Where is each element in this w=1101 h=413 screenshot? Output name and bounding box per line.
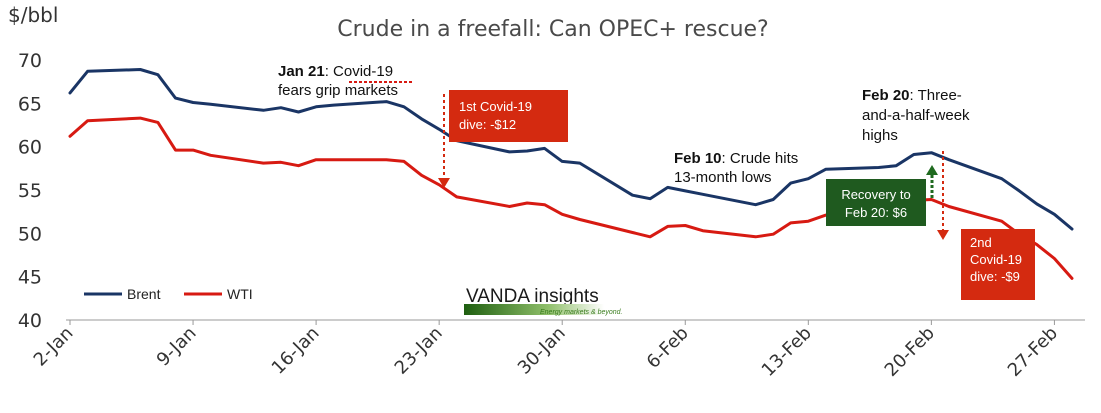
legend-label-brent: Brent	[127, 286, 161, 302]
x-tick-label: 6-Feb	[643, 323, 693, 373]
dive2-line2: Covid-19	[970, 252, 1022, 267]
chart-title: Crude in a freefall: Can OPEC+ rescue?	[337, 17, 768, 42]
annotation-jan21-line2: fears grip markets	[278, 82, 398, 99]
annotation-jan21-text: : Covid-19	[325, 63, 393, 80]
recovery-box	[826, 179, 926, 226]
y-tick-label: 60	[18, 137, 42, 159]
annotation-feb10-date: Feb 10	[674, 150, 722, 167]
x-tick-label: 20-Feb	[881, 323, 939, 381]
dive1-line2: dive: -$12	[459, 117, 516, 132]
logo-tagline: Energy markets & beyond.	[540, 309, 623, 316]
y-tick-label: 70	[18, 50, 42, 72]
x-tick-label: 16-Jan	[268, 323, 324, 379]
y-axis-ticks: 40 45 50 55 60 65 70	[18, 50, 42, 332]
logo-swoosh	[464, 304, 604, 315]
dive2-callout: 2nd Covid-19 dive: -$9	[937, 151, 1035, 300]
vanda-logo: VANDA insights Energy markets & beyond.	[464, 286, 623, 316]
recovery-arrowhead	[926, 165, 938, 175]
x-tick-label: 30-Jan	[514, 323, 570, 379]
x-tick-label: 23-Jan	[391, 323, 447, 379]
annotation-feb20-date: Feb 20	[862, 87, 910, 104]
legend-label-wti: WTI	[227, 286, 253, 302]
y-tick-label: 55	[18, 180, 42, 202]
x-tick-label: 9-Jan	[153, 323, 201, 371]
logo-wordmark: VANDA insights	[466, 286, 599, 307]
x-tick-label: 13-Feb	[758, 323, 816, 381]
annotation-jan21-line1: Jan 21: Covid-19	[278, 63, 393, 80]
y-tick-label: 65	[18, 93, 42, 115]
annotation-feb20-text: : Three-	[910, 87, 962, 104]
x-tick-label: 27-Feb	[1004, 323, 1062, 381]
dive1-callout: 1st Covid-19 dive: -$12	[438, 90, 568, 188]
dive2-arrowhead	[937, 230, 949, 240]
annotation-jan21-date: Jan 21	[278, 63, 325, 80]
annotation-feb20-line3: highs	[862, 127, 898, 144]
annotation-jan21: Jan 21: Covid-19 fears grip markets	[278, 63, 413, 99]
annotation-feb20-line1: Feb 20: Three-	[862, 87, 962, 104]
recovery-callout: Recovery to Feb 20: $6	[826, 165, 938, 226]
annotation-feb10: Feb 10: Crude hits 13-month lows	[674, 150, 798, 186]
y-tick-label: 45	[18, 267, 42, 289]
legend: Brent WTI	[84, 286, 253, 302]
y-tick-label: 40	[18, 310, 42, 332]
dive1-arrowhead	[438, 178, 450, 188]
y-axis-unit: $/bbl	[8, 3, 58, 27]
dive1-box	[449, 90, 568, 142]
annotation-feb20-line2: and-a-half-week	[862, 107, 970, 124]
x-axis-ticks: 2-Jan 9-Jan 16-Jan 23-Jan 30-Jan 6-Feb 13-Feb 2…	[30, 320, 1062, 381]
recovery-line2: Feb 20: $6	[845, 205, 907, 220]
annotation-feb10-text: : Crude hits	[722, 150, 799, 167]
annotation-feb10-line2: 13-month lows	[674, 169, 772, 186]
recovery-line1: Recovery to	[841, 187, 910, 202]
dive2-box	[961, 229, 1035, 300]
dive2-line3: dive: -$9	[970, 269, 1020, 284]
annotation-feb20: Feb 20: Three- and-a-half-week highs	[862, 87, 970, 144]
dive2-line1: 2nd	[970, 235, 992, 250]
series-line-brent	[68, 68, 1074, 231]
y-tick-label: 50	[18, 223, 42, 245]
annotation-feb10-line1: Feb 10: Crude hits	[674, 150, 798, 167]
dive1-line1: 1st Covid-19	[459, 99, 532, 114]
